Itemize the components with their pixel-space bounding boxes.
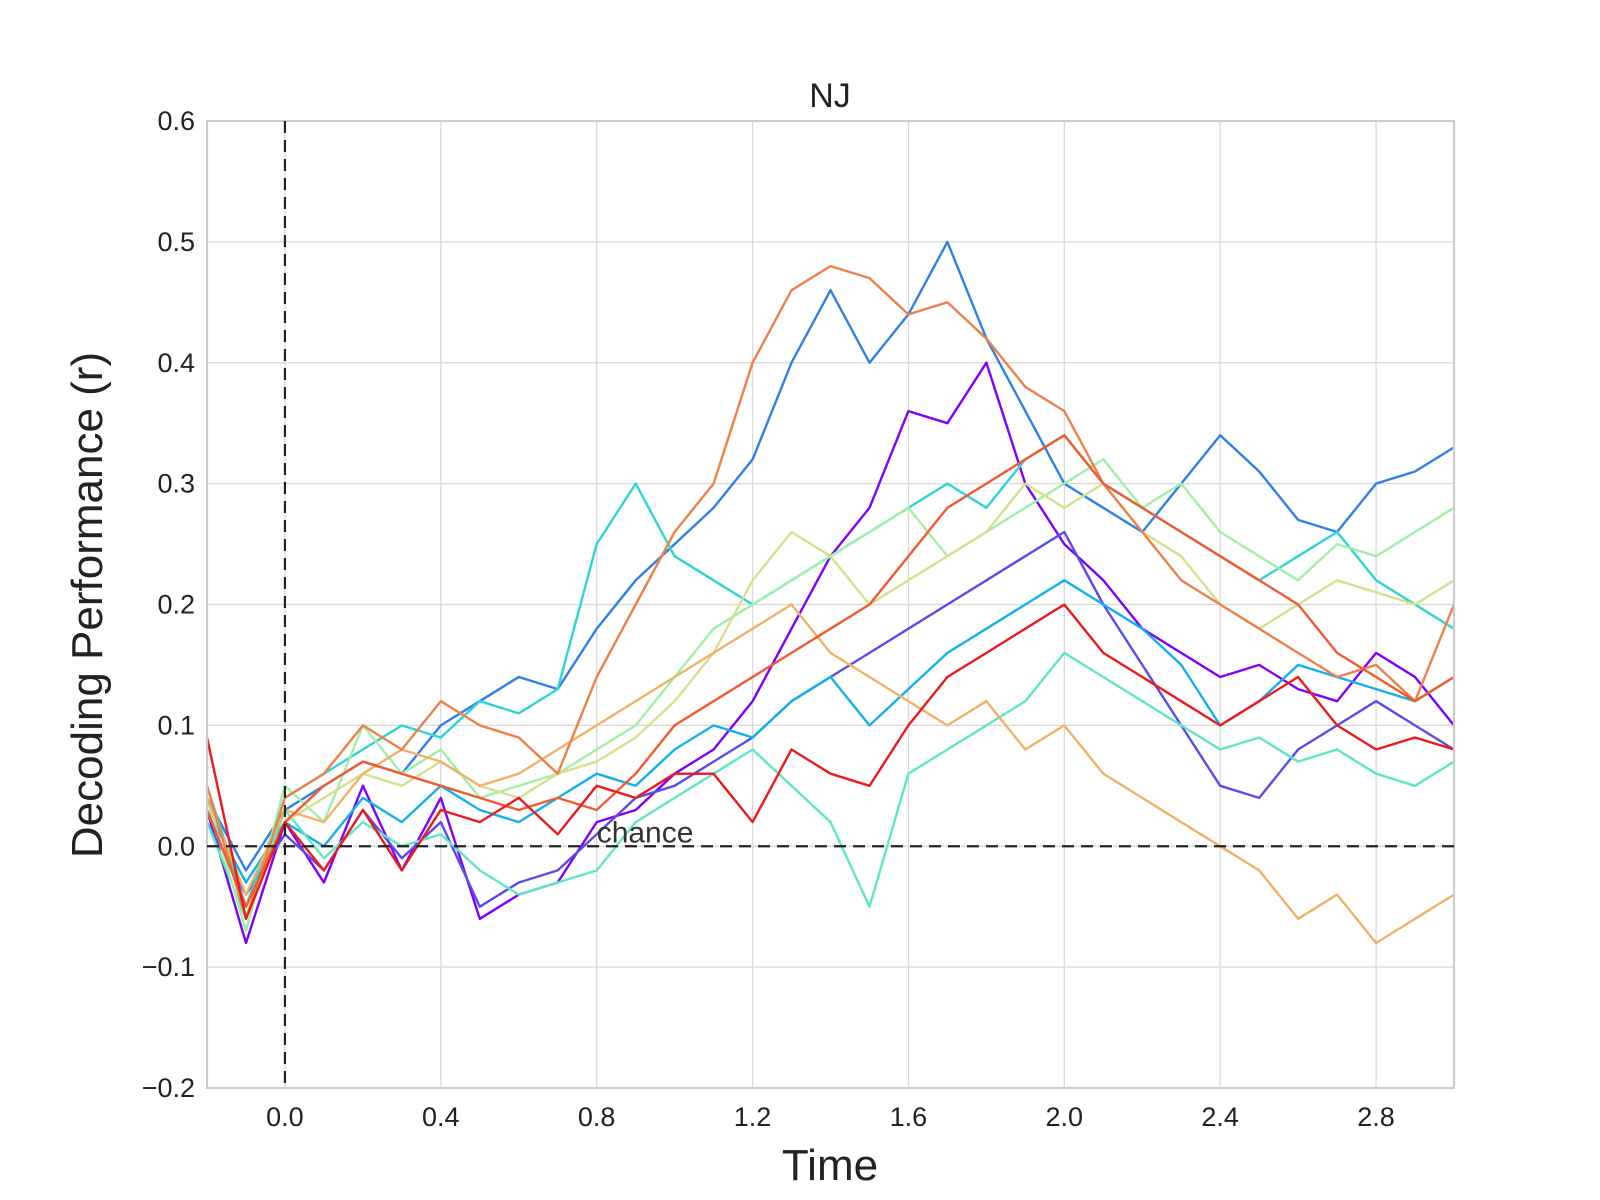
y-tick-label: 0.0 [157, 831, 195, 861]
reference-lines [207, 121, 1454, 1088]
x-tick-label: 1.6 [890, 1102, 928, 1132]
y-tick-label: 0.6 [157, 106, 195, 136]
y-tick-label: −0.2 [142, 1073, 195, 1103]
plot-frame [205, 119, 1456, 1090]
y-tick-label: 0.4 [157, 348, 195, 378]
x-tick-label: 0.4 [422, 1102, 460, 1132]
x-tick-label: 2.8 [1357, 1102, 1395, 1132]
series-line [205, 530, 1455, 908]
y-tick-label: −0.1 [142, 952, 195, 982]
x-tick-labels: 0.0 0.4 0.8 1.2 1.6 2.0 2.4 2.8 [266, 1102, 1395, 1132]
x-tick-label: 0.8 [578, 1102, 616, 1132]
y-axis-label: Decoding Performance (r) [63, 352, 112, 858]
series-line [205, 434, 1455, 908]
x-tick-label: 2.4 [1201, 1102, 1239, 1132]
series-line [205, 603, 1455, 920]
y-tick-label: 0.1 [157, 710, 195, 740]
y-tick-label: 0.5 [157, 227, 195, 257]
y-tick-label: 0.2 [157, 590, 195, 620]
y-tick-labels: −0.2 −0.1 0.0 0.1 0.2 0.3 0.4 0.5 0.6 [142, 106, 195, 1103]
x-tick-label: 2.0 [1046, 1102, 1084, 1132]
y-tick-label: 0.3 [157, 469, 195, 499]
chart-title: NJ [809, 77, 851, 115]
x-axis-label: Time [782, 1141, 878, 1190]
x-tick-label: 0.0 [266, 1102, 304, 1132]
series-line [205, 603, 1455, 945]
chance-annotation: chance [597, 816, 694, 849]
series-line [205, 240, 1455, 872]
x-tick-label: 1.2 [734, 1102, 772, 1132]
series-line [205, 651, 1455, 920]
series-line [205, 264, 1456, 920]
series-group [205, 240, 1456, 945]
